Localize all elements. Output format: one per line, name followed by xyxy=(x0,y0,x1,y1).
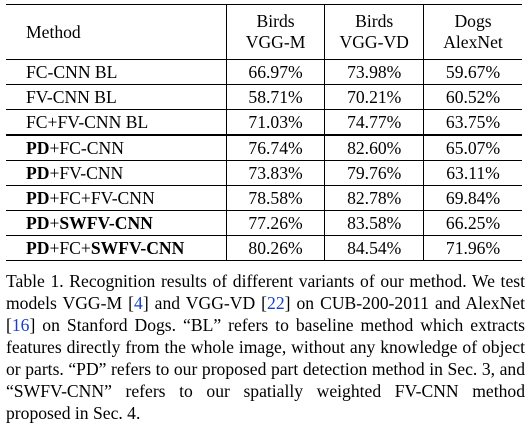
value-cell: 59.67% xyxy=(423,59,522,85)
col2-header-model: VGG-VD xyxy=(324,31,425,60)
value-cell: 60.52% xyxy=(423,84,522,110)
method-cell: FV-CNN BL xyxy=(6,84,227,110)
results-table-container: Method Birds Birds Dogs VGG-M VGG-VD Ale… xyxy=(6,4,522,261)
table-row: PD+SWFV-CNN 77.26% 83.58% 66.25% xyxy=(6,210,522,236)
value-cell: 73.98% xyxy=(324,59,425,85)
best-value-cell: 71.96% xyxy=(423,235,522,261)
table-row: PD+FC+FV-CNN 78.58% 82.78% 69.84% xyxy=(6,185,522,211)
citation-link[interactable]: 16 xyxy=(11,315,30,335)
caption-text: Recognition results of different variant… xyxy=(6,271,525,313)
value-cell: 77.26% xyxy=(226,210,326,236)
method-name: +FV-CNN xyxy=(49,163,124,183)
col1-header-dataset: Birds xyxy=(226,4,326,31)
method-suffix: SWFV-CNN xyxy=(59,213,153,233)
value-cell: 65.07% xyxy=(423,135,522,161)
value-cell: 83.58% xyxy=(324,210,425,236)
value-cell: 63.11% xyxy=(423,160,522,186)
method-name: FV-CNN BL xyxy=(26,87,117,107)
table-header-row: Method Birds Birds Dogs xyxy=(6,4,522,60)
method-name: +FC+FV-CNN xyxy=(49,188,155,208)
best-value-cell: 80.26% xyxy=(226,235,326,261)
value-cell: 66.97% xyxy=(226,59,326,85)
value-cell: 71.03% xyxy=(226,109,326,136)
table-row: FV-CNN BL 58.71% 70.21% 60.52% xyxy=(6,84,522,110)
caption-label: Table 1. xyxy=(6,271,64,291)
method-name: +FC+ xyxy=(49,238,91,258)
value-cell: 82.60% xyxy=(324,135,425,161)
method-cell: FC+FV-CNN BL xyxy=(6,109,227,136)
method-cell: PD+FC-CNN xyxy=(6,135,227,161)
method-prefix: PD xyxy=(26,238,50,258)
method-prefix: PD xyxy=(26,188,50,208)
value-cell: 70.21% xyxy=(324,84,425,110)
table-row: FC+FV-CNN BL 71.03% 74.77% 63.75% xyxy=(6,109,522,136)
value-cell: 76.74% xyxy=(226,135,326,161)
method-header: Method xyxy=(6,4,227,60)
method-prefix: PD xyxy=(26,163,50,183)
col2-header-dataset: Birds xyxy=(324,4,425,31)
table-row: PD+FC+SWFV-CNN 80.26% 84.54% 71.96% xyxy=(6,235,522,261)
value-cell: 79.76% xyxy=(324,160,425,186)
method-suffix: SWFV-CNN xyxy=(90,238,185,258)
method-name: + xyxy=(49,213,60,233)
col3-header-model: AlexNet xyxy=(423,31,522,60)
value-cell: 74.77% xyxy=(324,109,425,136)
method-cell: PD+SWFV-CNN xyxy=(6,210,227,236)
table-row: FC-CNN BL 66.97% 73.98% 59.67% xyxy=(6,59,522,85)
method-cell: FC-CNN BL xyxy=(6,59,227,85)
col3-header-dataset: Dogs xyxy=(423,4,522,31)
method-prefix: PD xyxy=(26,138,50,158)
results-table: Method Birds Birds Dogs VGG-M VGG-VD Ale… xyxy=(6,4,522,261)
table-header-row-2: VGG-M VGG-VD AlexNet xyxy=(6,31,522,60)
table-caption: Table 1. Recognition results of differen… xyxy=(6,270,525,424)
method-name: +FC-CNN xyxy=(49,138,124,158)
value-cell: 82.78% xyxy=(324,185,425,211)
value-cell: 69.84% xyxy=(423,185,522,211)
value-cell: 78.58% xyxy=(226,185,326,211)
citation-link[interactable]: 22 xyxy=(267,293,285,313)
col1-header-model: VGG-M xyxy=(226,31,326,60)
method-cell: PD+FC+SWFV-CNN xyxy=(6,235,227,261)
value-cell: 63.75% xyxy=(423,109,522,136)
citation-link[interactable]: 4 xyxy=(134,293,143,313)
method-cell: PD+FC+FV-CNN xyxy=(6,185,227,211)
table-row: PD+FC-CNN 76.74% 82.60% 65.07% xyxy=(6,135,522,161)
caption-text: ] and VGG-VD [ xyxy=(142,293,268,313)
caption-text: ] on Stanford Dogs. “BL” refers to basel… xyxy=(6,315,525,423)
value-cell: 73.83% xyxy=(226,160,326,186)
best-value-cell: 84.54% xyxy=(324,235,425,261)
method-name: FC-CNN BL xyxy=(26,62,118,82)
caption-text: ] on CUB-200-2011 and AlexNet [ xyxy=(6,293,525,335)
method-name: FC+FV-CNN BL xyxy=(26,112,149,132)
method-prefix: PD xyxy=(26,213,50,233)
table-row: PD+FV-CNN 73.83% 79.76% 63.11% xyxy=(6,160,522,186)
method-cell: PD+FV-CNN xyxy=(6,160,227,186)
value-cell: 66.25% xyxy=(423,210,522,236)
value-cell: 58.71% xyxy=(226,84,326,110)
